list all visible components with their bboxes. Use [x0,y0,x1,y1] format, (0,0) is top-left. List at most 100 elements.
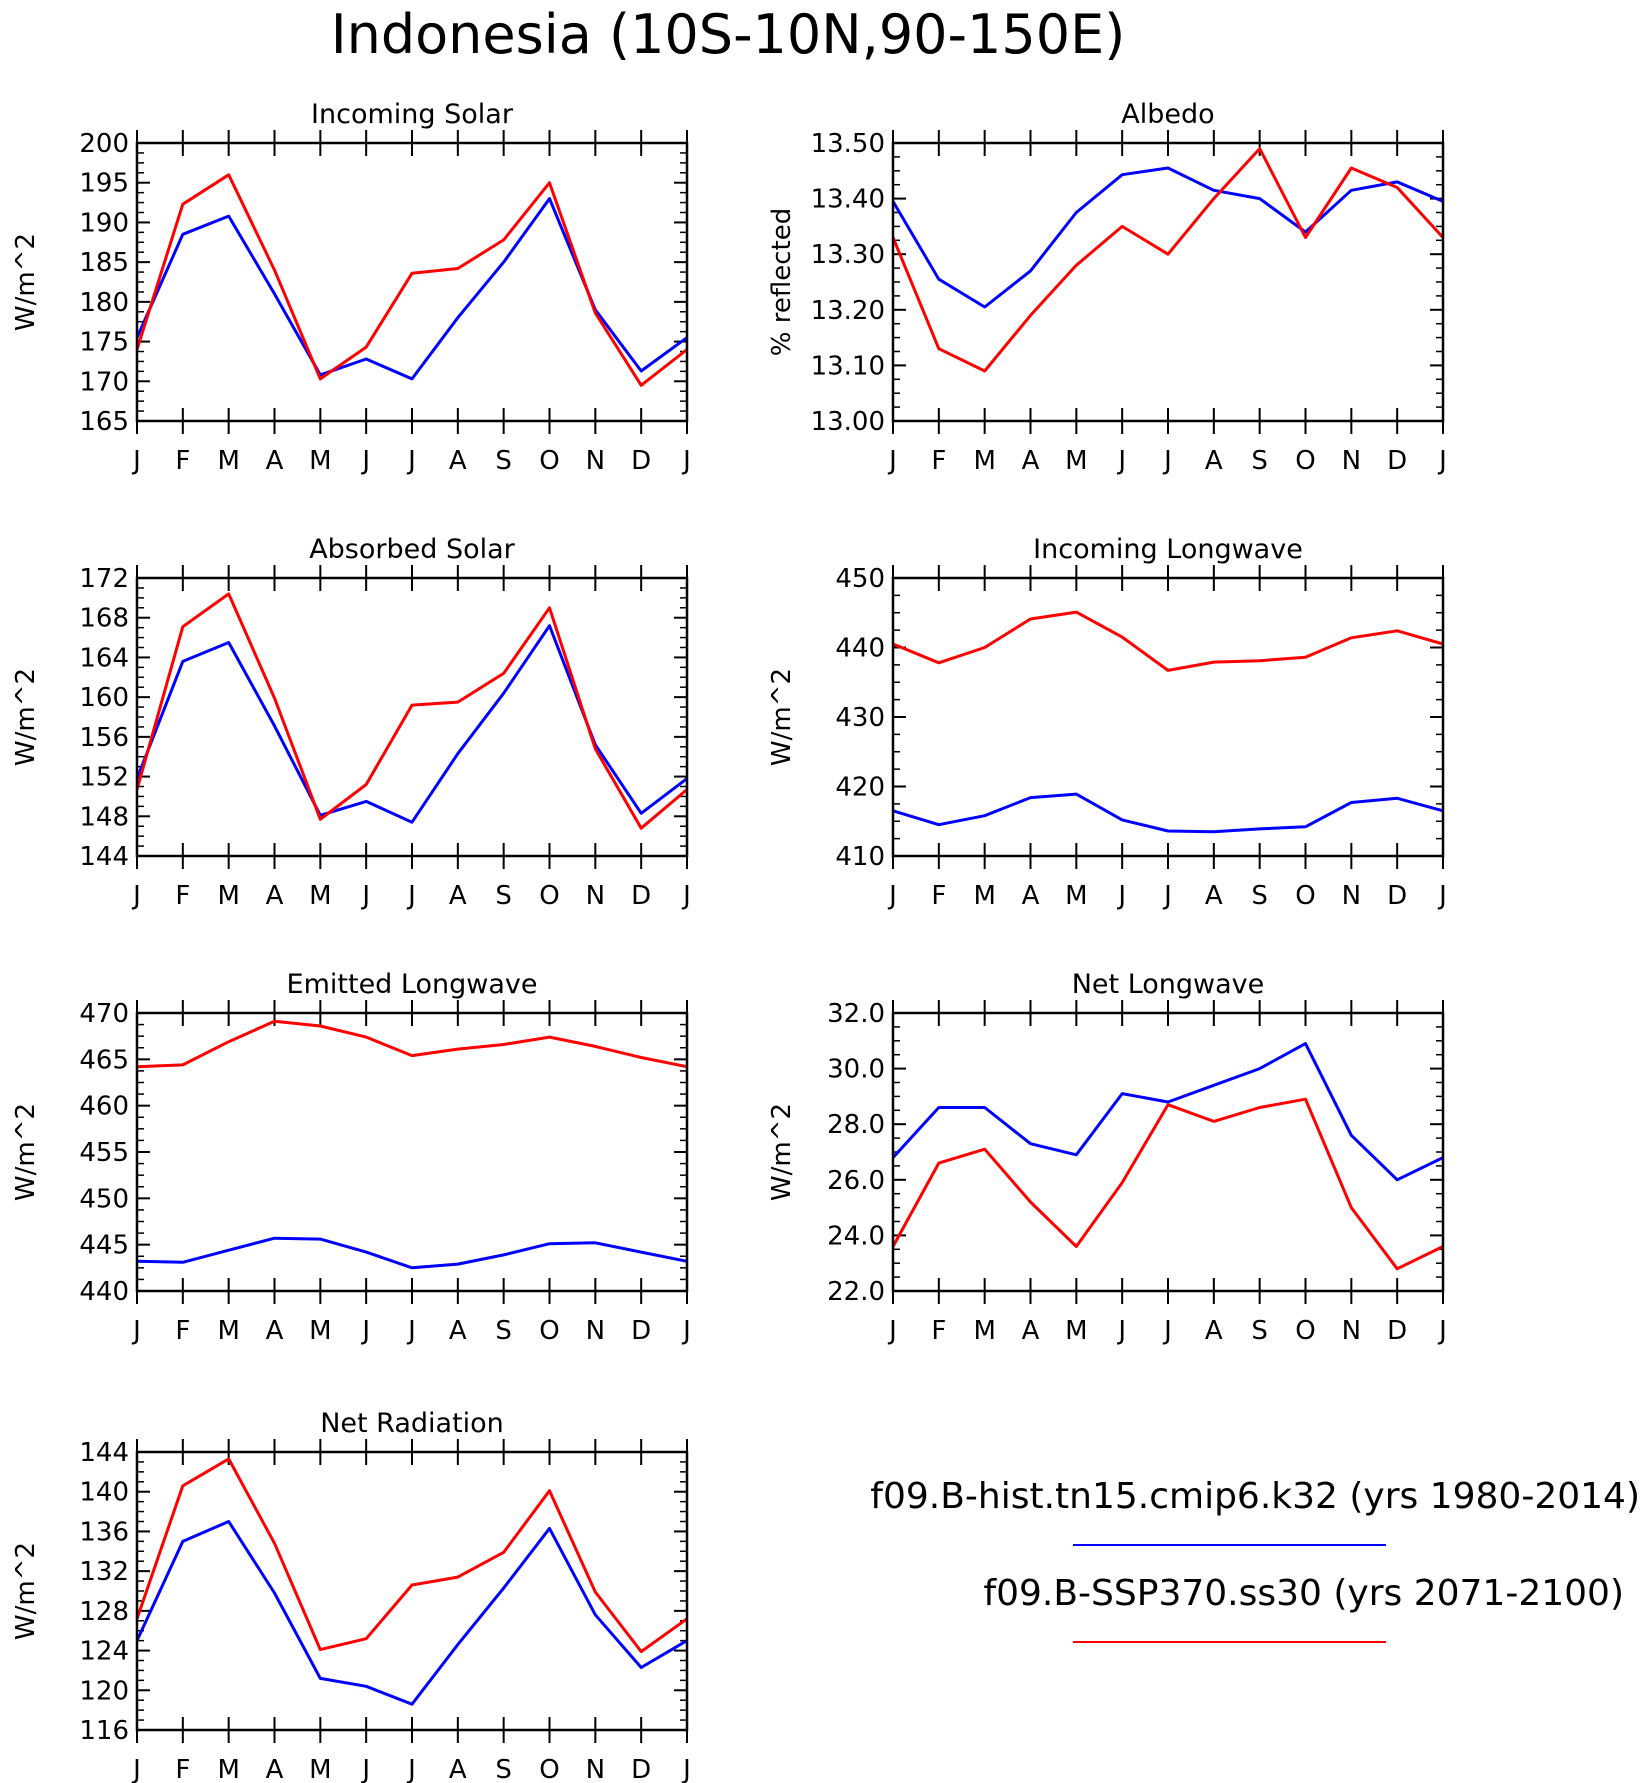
x-tick-label: F [175,881,190,911]
x-tick-label: J [360,446,370,476]
x-tick-label: S [1251,446,1268,476]
y-tick-label: 450 [835,564,885,594]
panel-4: Emitted Longwave W/m^2 440 445 450 455 460 465 4… [11,969,691,1346]
y-tick-label: 132 [79,1557,129,1587]
x-tick-label: M [309,446,331,476]
x-tick-label: A [449,881,467,911]
y-tick-label: 144 [79,1438,129,1468]
y-tick-label: 190 [79,208,129,238]
y-tick-label: 465 [79,1045,129,1075]
chart-panels: Incoming Solar W/m^2 165 170 175 180 185 190 195… [11,99,1447,1783]
x-tick-label: J [1437,446,1447,476]
x-tick-label: J [887,1316,897,1346]
x-tick-label: A [1022,446,1040,476]
x-tick-label: M [973,1316,995,1346]
y-tick-label: 144 [79,842,129,872]
y-axis-label: W/m^2 [11,1103,41,1201]
x-tick-label: S [495,881,512,911]
panel-title: Net Radiation [320,1408,504,1439]
x-tick-label: J [360,1316,370,1346]
x-tick-label: N [1342,446,1361,476]
x-tick-label: M [1065,881,1087,911]
panel-title: Absorbed Solar [309,534,515,565]
x-tick-label: A [1205,881,1223,911]
x-tick-label: N [1342,881,1361,911]
y-tick-label: 148 [79,802,129,832]
y-tick-label: 13.00 [811,407,885,437]
x-tick-label: J [406,1316,416,1346]
x-tick-label: J [681,446,691,476]
y-tick-label: 420 [835,773,885,803]
y-tick-label: 140 [79,1478,129,1508]
x-tick-label: M [217,1316,239,1346]
x-tick-label: M [973,881,995,911]
x-tick-label: A [1022,881,1040,911]
x-tick-label: O [539,881,559,911]
y-axis-label: W/m^2 [11,1542,41,1640]
x-tick-label: M [309,1755,331,1783]
x-tick-label: A [449,1316,467,1346]
series-line-historical [891,166,1444,309]
y-tick-label: 28.0 [827,1110,885,1140]
x-tick-label: J [681,881,691,911]
series-line-future [135,173,688,387]
y-tick-label: 195 [79,169,129,199]
y-tick-label: 136 [79,1517,129,1547]
y-tick-label: 156 [79,723,129,753]
y-tick-label: 13.30 [811,240,885,270]
y-tick-label: 13.20 [811,296,885,326]
x-tick-label: M [1065,446,1087,476]
panel-title: Albedo [1121,99,1214,130]
y-tick-label: 460 [79,1092,129,1122]
x-tick-label: J [1162,881,1172,911]
y-tick-label: 24.0 [827,1221,885,1251]
x-tick-label: J [1437,881,1447,911]
x-tick-label: D [631,1755,651,1783]
plot-frame [891,576,1445,858]
y-axis-label: W/m^2 [767,1103,797,1201]
x-tick-label: J [1116,1316,1126,1346]
x-tick-label: J [406,446,416,476]
series-line-historical [891,1042,1444,1182]
series-line-historical [892,792,1444,834]
x-tick-label: N [586,1316,605,1346]
x-tick-label: A [1205,1316,1223,1346]
x-tick-label: J [1162,1316,1172,1346]
y-tick-label: 172 [79,564,129,594]
x-tick-label: M [217,446,239,476]
series-line-future [891,147,1445,373]
x-tick-label: N [586,881,605,911]
x-tick-label: O [539,1755,559,1783]
panel-title: Emitted Longwave [287,969,538,1000]
y-axis-label: % reflected [767,208,797,356]
x-tick-label: J [406,1755,416,1783]
x-tick-label: S [1251,881,1268,911]
x-tick-label: S [495,446,512,476]
x-tick-label: D [1387,1316,1407,1346]
y-tick-label: 120 [79,1676,129,1706]
y-tick-label: 152 [79,763,129,793]
series-line-future [136,1019,688,1069]
x-tick-label: D [631,881,651,911]
figure-title: Indonesia (10S-10N,90-150E) [331,3,1126,66]
y-tick-label: 175 [79,328,129,358]
plot-frame [135,1450,689,1732]
x-tick-label: J [131,881,141,911]
panel-1: Albedo % reflected 13.00 13.10 13.20 13.30 13.… [767,99,1447,476]
y-tick-label: 470 [79,999,129,1029]
y-tick-label: 13.40 [811,185,885,215]
x-tick-label: M [217,881,239,911]
x-tick-label: N [586,1755,605,1783]
x-tick-label: F [175,446,190,476]
series-line-future [891,1097,1444,1271]
y-tick-label: 445 [79,1231,129,1261]
x-tick-label: N [586,446,605,476]
plot-frame [135,1011,689,1293]
y-tick-label: 180 [79,288,129,318]
x-tick-label: S [495,1316,512,1346]
x-tick-label: S [495,1755,512,1783]
x-tick-label: O [1295,881,1315,911]
plot-frame [135,141,689,423]
y-tick-label: 128 [79,1597,129,1627]
panel-title: Incoming Solar [311,99,514,130]
